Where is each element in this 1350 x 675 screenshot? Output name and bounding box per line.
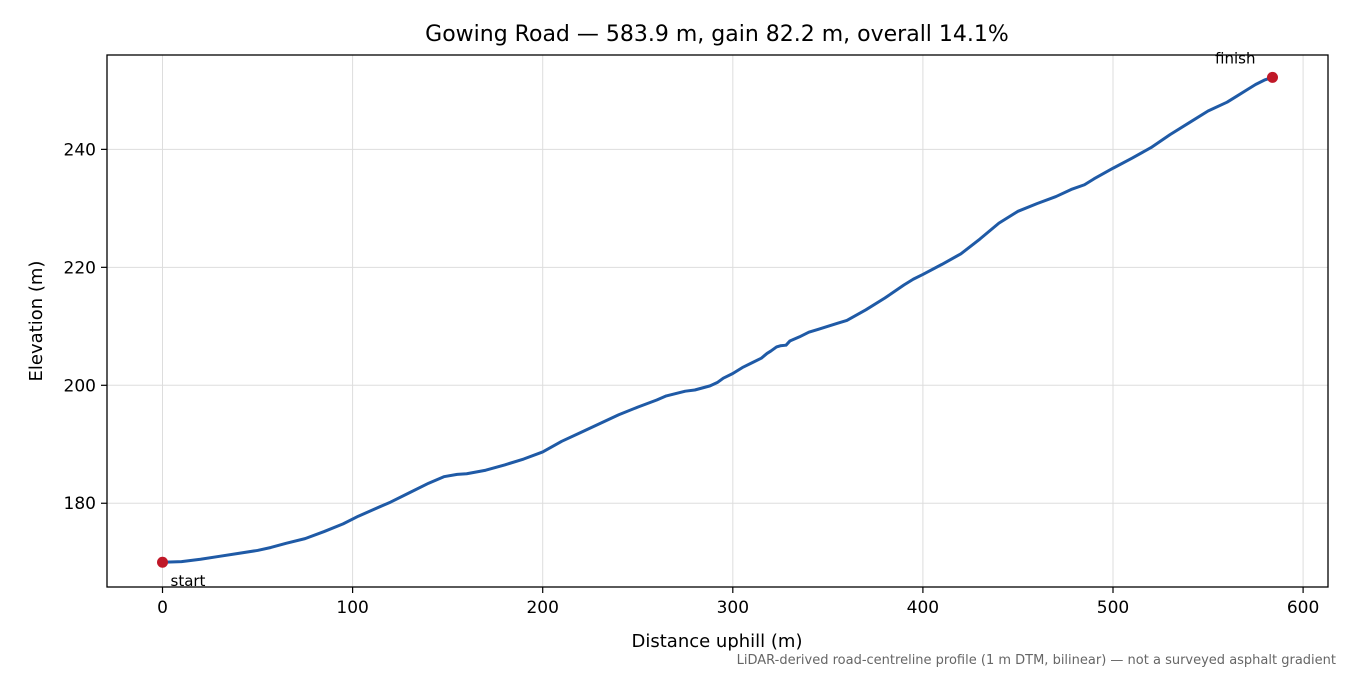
x-tick-label: 600 xyxy=(1287,598,1319,618)
x-tick-label: 500 xyxy=(1097,598,1129,618)
series-layer xyxy=(161,75,1274,564)
plot-frame xyxy=(106,54,1329,588)
y-tick-label: 240 xyxy=(64,140,96,160)
start-annotation: start xyxy=(171,572,206,590)
marker-layer: start finish xyxy=(157,49,1278,590)
start-marker xyxy=(157,556,169,568)
elevation-line xyxy=(161,75,1274,564)
finish-marker xyxy=(1266,71,1278,83)
footnote: LiDAR-derived road-centreline profile (1… xyxy=(737,653,1336,668)
y-axis-label: Elevation (m) xyxy=(26,261,47,382)
y-tick-label: 180 xyxy=(64,494,96,514)
x-tick-label: 400 xyxy=(907,598,939,618)
x-tick-label: 200 xyxy=(526,598,558,618)
chart-title: Gowing Road — 583.9 m, gain 82.2 m, over… xyxy=(425,22,1009,47)
y-tick-label: 220 xyxy=(64,258,96,278)
x-tick-label: 0 xyxy=(157,598,168,618)
y-tick-label: 200 xyxy=(64,376,96,396)
x-tick-label: 100 xyxy=(336,598,368,618)
grid xyxy=(107,55,1328,587)
axis-ticks: 0 100 200 300 400 500 600 180 200 220 240 xyxy=(64,140,1320,618)
x-axis-label: Distance uphill (m) xyxy=(632,631,803,652)
x-tick-label: 300 xyxy=(717,598,749,618)
finish-annotation: finish xyxy=(1215,49,1255,67)
